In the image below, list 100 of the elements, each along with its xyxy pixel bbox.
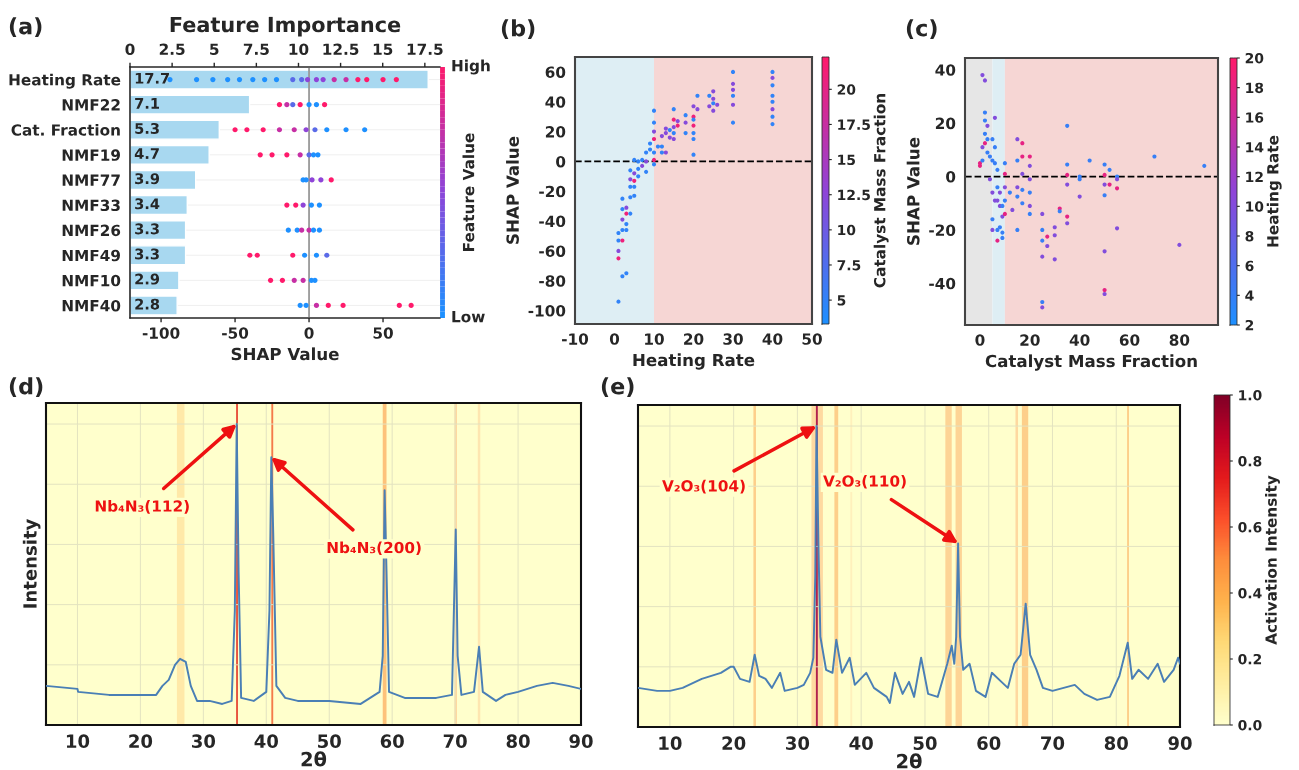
annotation: Nb₄N₃(200) — [327, 541, 421, 556]
x-tick-label: -50 — [222, 327, 249, 339]
y-tick-label: 0 — [556, 155, 566, 168]
y-tick-label: NMF49 — [62, 249, 120, 262]
x-tick-label: -100 — [142, 327, 180, 339]
color-bar-label: 7.5 — [837, 260, 861, 271]
data-label: 2.8 — [135, 298, 160, 310]
data-label: 2.9 — [135, 273, 160, 285]
y-tick-label: 40 — [935, 64, 956, 76]
color-bar-label: 1.0 — [1239, 389, 1262, 401]
x-axis-title: 2θ — [897, 753, 922, 769]
y-axis-title: Intensity — [22, 519, 41, 608]
x-axis-title: Heating Rate — [633, 353, 755, 370]
color-bar-label: 10 — [838, 224, 856, 236]
data-label: 17.7 — [135, 72, 169, 84]
x-tick-label: 60 — [977, 736, 1001, 750]
x-tick-label: 70 — [443, 734, 467, 748]
x2-tick-label: 15 — [373, 43, 393, 56]
y-tick-label: 60 — [545, 66, 566, 78]
color-bar-label: 6 — [1245, 260, 1254, 272]
y-tick-label: -40 — [539, 215, 566, 228]
color-bar-label: 12 — [1246, 171, 1263, 182]
x-tick-label: 40 — [1069, 334, 1090, 346]
chart-title: (c) — [906, 19, 937, 40]
x-tick-label: 60 — [1119, 334, 1140, 346]
color-bar-title: Heating Rate — [1266, 135, 1282, 247]
x-axis-title: Catalyst Mass Fraction — [985, 354, 1197, 371]
y-tick-label: -80 — [539, 275, 566, 287]
x-tick-label: 90 — [569, 734, 593, 748]
x-axis-title: 2θ — [301, 751, 327, 767]
x-tick-label: 0 — [304, 327, 314, 339]
x-tick-label: 40 — [254, 734, 278, 748]
color-bar-label: 12.5 — [838, 189, 870, 201]
y-tick-label: -60 — [539, 245, 566, 257]
y-tick-label: NMF19 — [62, 149, 120, 161]
x2-tick-label: 7.5 — [243, 43, 269, 56]
x-tick-label: 40 — [762, 333, 783, 345]
x-tick-label: 50 — [318, 734, 341, 748]
color-bar-label: 20 — [1245, 52, 1264, 64]
x-tick-label: 20 — [722, 736, 746, 750]
x-tick-label: 10 — [66, 734, 90, 748]
data-label: 3.9 — [135, 173, 160, 185]
x-tick-label: 80 — [1104, 736, 1128, 750]
y-axis-title: SHAP Value — [506, 136, 519, 244]
color-bar-title: Feature Value — [462, 133, 475, 251]
y-tick-label: 40 — [545, 96, 566, 108]
color-bar-label: 0.6 — [1238, 521, 1262, 533]
y-tick-label: 0 — [946, 171, 956, 183]
x-axis-title: SHAP Value — [231, 347, 339, 361]
data-label: 3.3 — [135, 223, 159, 235]
x-tick-label: 10 — [645, 333, 664, 345]
color-bar-label: 0.0 — [1238, 719, 1262, 731]
annotation: Nb₄N₃(112) — [95, 500, 189, 514]
y-tick-label: 20 — [935, 117, 956, 130]
x-tick-label: 50 — [373, 327, 393, 339]
x-tick-label: 80 — [1169, 334, 1190, 346]
y-tick-label: NMF77 — [62, 174, 120, 186]
y-tick-label: NMF10 — [62, 274, 121, 287]
y-tick-label: Cat. Fraction — [11, 123, 120, 136]
y-tick-label: 20 — [545, 126, 566, 138]
color-bar-title: Catalyst Mass Fraction — [873, 94, 889, 288]
data-label: 7.1 — [135, 98, 159, 109]
y-tick-label: NMF22 — [62, 99, 120, 111]
x-tick-label: 10 — [659, 736, 682, 750]
color-bar-label: 0.2 — [1238, 653, 1262, 665]
x-tick-label: 70 — [1041, 736, 1065, 750]
color-bar-label: 15 — [838, 154, 855, 166]
x-tick-label: -10 — [562, 333, 589, 345]
y-tick-label: NMF26 — [62, 224, 121, 237]
y-tick-label: NMF40 — [62, 299, 121, 312]
y-tick-label: Heating Rate — [9, 73, 121, 89]
text: High — [452, 59, 490, 75]
x2-tick-label: 10 — [289, 43, 309, 56]
color-bar-label: 0.4 — [1238, 587, 1262, 599]
chart-title: (d) — [9, 377, 43, 398]
x2-tick-label: 17.5 — [407, 43, 443, 56]
y-tick-label: -40 — [929, 277, 956, 290]
x-tick-label: 0 — [609, 333, 620, 345]
data-label: 3.3 — [135, 248, 159, 260]
x-tick-label: 60 — [380, 734, 404, 748]
x-tick-label: 80 — [506, 734, 530, 748]
chart-title: (b) — [501, 19, 535, 40]
x-tick-label: 30 — [192, 734, 216, 748]
x2-tick-label: 2.5 — [159, 43, 185, 56]
color-bar-label: 14 — [1246, 142, 1264, 153]
y-tick-label: -20 — [929, 224, 956, 236]
y-axis-title: SHAP Value — [906, 137, 920, 245]
x-tick-label: 40 — [849, 736, 873, 750]
x2-tick-label: 12.5 — [323, 43, 359, 56]
x-tick-label: 30 — [723, 333, 743, 345]
x-tick-label: 50 — [802, 333, 822, 345]
color-bar-title: Activation Intensity — [1265, 475, 1280, 645]
color-bar-label: 10 — [1246, 201, 1264, 212]
y-tick-label: -20 — [539, 185, 566, 198]
color-bar-label: 0.8 — [1238, 455, 1262, 467]
annotation: V₂O₃(110) — [823, 474, 906, 489]
y-tick-label: -100 — [528, 305, 566, 317]
x-tick-label: 0 — [975, 334, 985, 346]
x-tick-label: 50 — [913, 736, 937, 750]
data-label: 3.4 — [135, 198, 160, 210]
